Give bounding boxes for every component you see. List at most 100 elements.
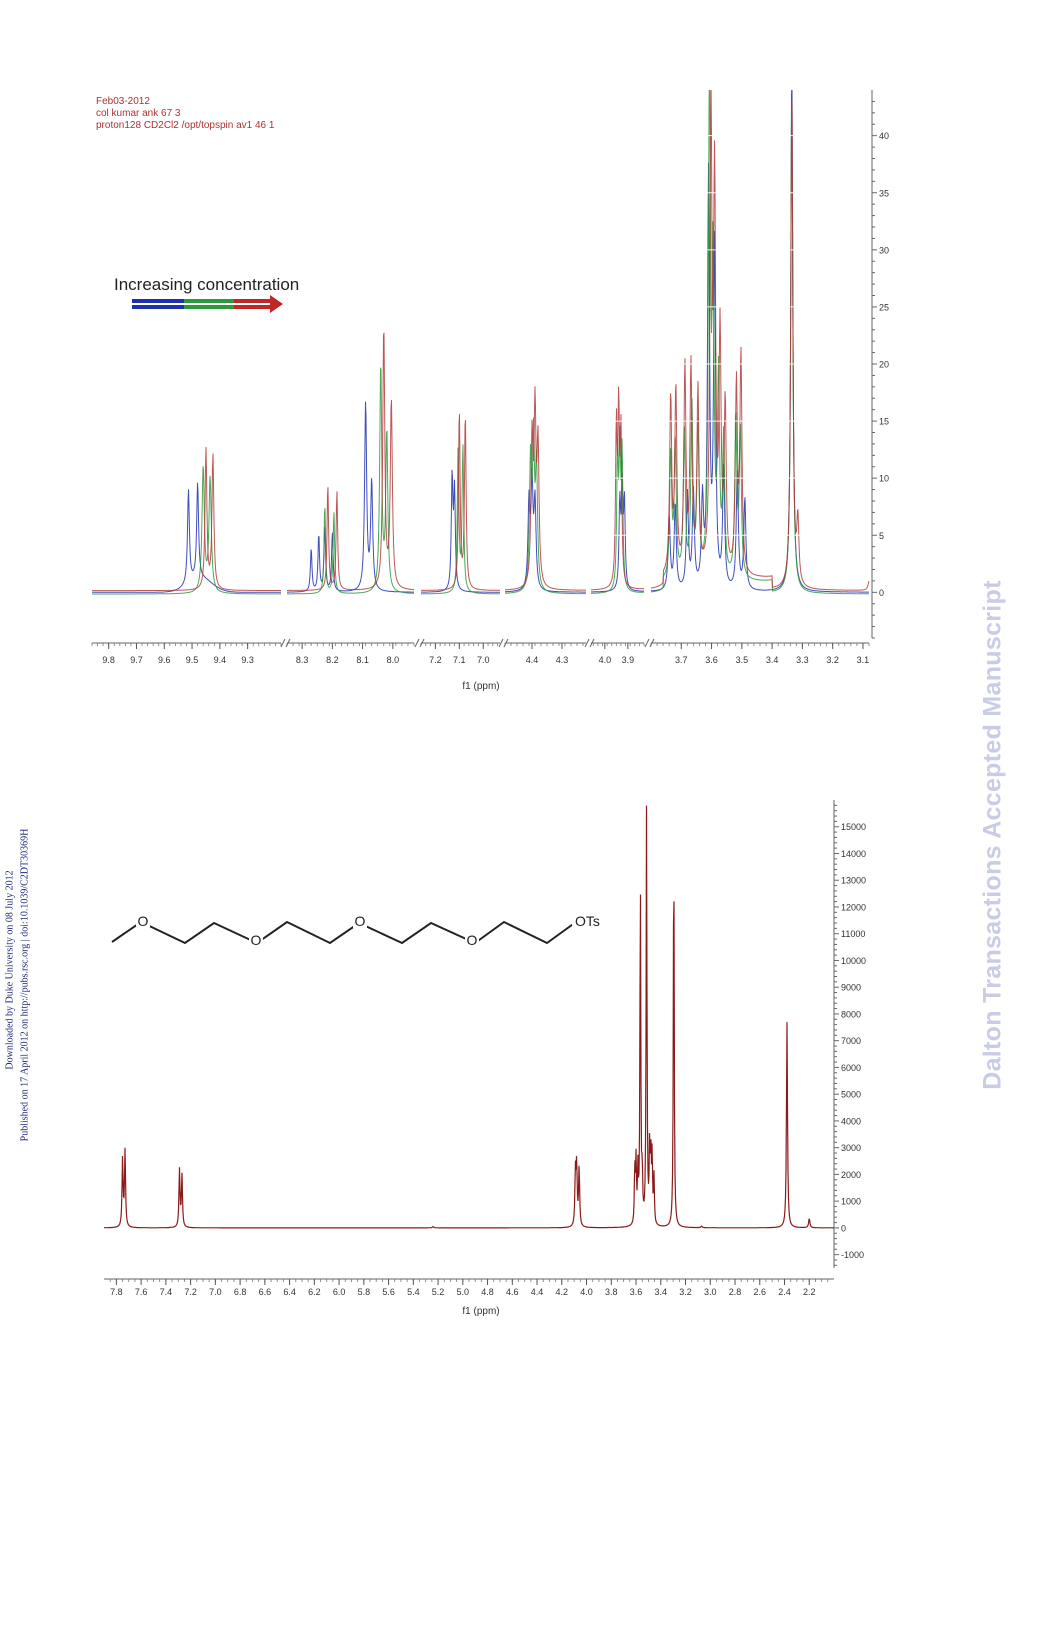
axis-break-mark <box>644 638 650 648</box>
x-tick-label: 2.4 <box>778 1287 791 1297</box>
x-tick-label: 8.0 <box>387 655 400 665</box>
oxygen-label-1: O <box>138 913 149 929</box>
y-tick-label: 20 <box>879 360 889 370</box>
x-tick-label: 2.8 <box>729 1287 742 1297</box>
spectrum-trace-red <box>650 90 870 591</box>
x-tick-label: 3.6 <box>630 1287 643 1297</box>
header-line-2: col kumar ank 67 3 <box>96 108 181 119</box>
x-tick-label: 9.7 <box>130 655 143 665</box>
axis-break-mark <box>285 638 291 648</box>
y-tick-label: 9000 <box>841 983 861 993</box>
annotation-label: Increasing concentration <box>114 275 299 294</box>
y-tick-label: 1000 <box>841 1197 861 1207</box>
y-tick-label: 12000 <box>841 902 866 912</box>
spectrum-trace-green <box>650 90 869 595</box>
x-tick-label: 3.8 <box>605 1287 618 1297</box>
x-axis-label: f1 (ppm) <box>462 1306 499 1317</box>
x-tick-label: 7.4 <box>160 1287 173 1297</box>
x-tick-label: 9.4 <box>214 655 227 665</box>
y-tick-label: 8000 <box>841 1009 861 1019</box>
nmr-chart-concentration-series: Feb03-2012 col kumar ank 67 3 proton128 … <box>91 90 889 692</box>
oxygen-label-4: O <box>467 932 478 948</box>
y-tick-label: 3000 <box>841 1143 861 1153</box>
spectrum-trace-green <box>92 466 281 595</box>
axis-break-mark <box>280 638 286 648</box>
x-tick-label: 3.4 <box>766 655 779 665</box>
y-tick-label: 10 <box>879 474 889 484</box>
y-tick-label: 0 <box>841 1223 846 1233</box>
x-tick-label: 5.0 <box>457 1287 470 1297</box>
x-tick-label: 7.2 <box>184 1287 197 1297</box>
x-tick-label: 7.2 <box>429 655 442 665</box>
x-tick-label: 9.6 <box>158 655 171 665</box>
concentration-arrow <box>132 295 283 313</box>
y-tick-label: 30 <box>879 245 889 255</box>
spectrum-trace-blue <box>287 401 414 593</box>
y-tick-label: 13000 <box>841 876 866 886</box>
x-tick-label: 9.5 <box>186 655 199 665</box>
y-tick-label: 40 <box>879 131 889 141</box>
x-tick-label: 4.0 <box>580 1287 593 1297</box>
y-tick-label: 5000 <box>841 1090 861 1100</box>
spectrum-trace-blue <box>92 482 281 593</box>
x-tick-label: 9.8 <box>102 655 115 665</box>
x-tick-label: 6.4 <box>283 1287 296 1297</box>
spectrum-trace-blue <box>421 469 500 593</box>
x-tick-label: 6.2 <box>308 1287 321 1297</box>
x-tick-label: 3.2 <box>679 1287 692 1297</box>
spectrum-trace-red <box>421 413 500 591</box>
x-tick-label: 4.0 <box>599 655 612 665</box>
x-tick-label: 3.4 <box>655 1287 668 1297</box>
x-tick-label: 9.3 <box>241 655 254 665</box>
spectrum-trace-blue <box>505 468 586 593</box>
molecule-structure: O O O O OTs <box>111 912 602 948</box>
x-tick-label: 4.8 <box>481 1287 494 1297</box>
y-tick-label: -1000 <box>841 1250 864 1260</box>
y-tick-label: 4000 <box>841 1116 861 1126</box>
x-tick-label: 3.2 <box>826 655 839 665</box>
ots-label: OTs <box>575 913 600 929</box>
axis-break-mark <box>584 638 590 648</box>
header-line-1: Feb03-2012 <box>96 96 150 107</box>
oxygen-label-3: O <box>355 913 366 929</box>
x-tick-label: 7.8 <box>110 1287 123 1297</box>
y-tick-label: 25 <box>879 302 889 312</box>
x-tick-label: 5.6 <box>382 1287 395 1297</box>
x-tick-label: 3.5 <box>736 655 749 665</box>
axis-break-mark <box>503 638 509 648</box>
x-tick-label: 4.2 <box>556 1287 569 1297</box>
axis-break-mark <box>498 638 504 648</box>
x-tick-label: 2.2 <box>803 1287 816 1297</box>
y-tick-label: 10000 <box>841 956 866 966</box>
x-tick-label: 5.2 <box>432 1287 445 1297</box>
x-tick-label: 4.3 <box>556 655 569 665</box>
x-tick-label: 3.1 <box>857 655 870 665</box>
x-tick-label: 6.6 <box>259 1287 272 1297</box>
y-tick-label: 6000 <box>841 1063 861 1073</box>
oxygen-label-2: O <box>251 932 262 948</box>
spectrum-trace-blue <box>651 90 869 593</box>
x-tick-label: 3.6 <box>705 655 718 665</box>
y-tick-label: 11000 <box>841 929 865 939</box>
x-tick-label: 8.2 <box>326 655 339 665</box>
spectrum-trace-green <box>504 417 586 595</box>
spectrum-trace-red <box>287 332 414 591</box>
x-tick-label: 6.8 <box>234 1287 247 1297</box>
x-tick-label: 3.9 <box>622 655 635 665</box>
spectrum-trace-blue <box>591 472 644 593</box>
x-axis-label: f1 (ppm) <box>462 681 499 692</box>
spectrum-trace-red <box>505 386 586 591</box>
spectrum-trace <box>104 805 834 1229</box>
y-tick-label: 7000 <box>841 1036 861 1046</box>
x-tick-label: 4.6 <box>506 1287 519 1297</box>
y-tick-label: 14000 <box>841 849 866 859</box>
axis-break-mark <box>414 638 420 648</box>
x-tick-label: 7.6 <box>135 1287 148 1297</box>
spectrum-trace-green <box>287 366 414 595</box>
x-tick-label: 8.3 <box>296 655 309 665</box>
x-tick-label: 6.0 <box>333 1287 346 1297</box>
y-tick-label: 35 <box>879 188 889 198</box>
y-tick-label: 15000 <box>841 822 866 832</box>
x-tick-label: 4.4 <box>526 655 539 665</box>
x-tick-label: 8.1 <box>356 655 369 665</box>
